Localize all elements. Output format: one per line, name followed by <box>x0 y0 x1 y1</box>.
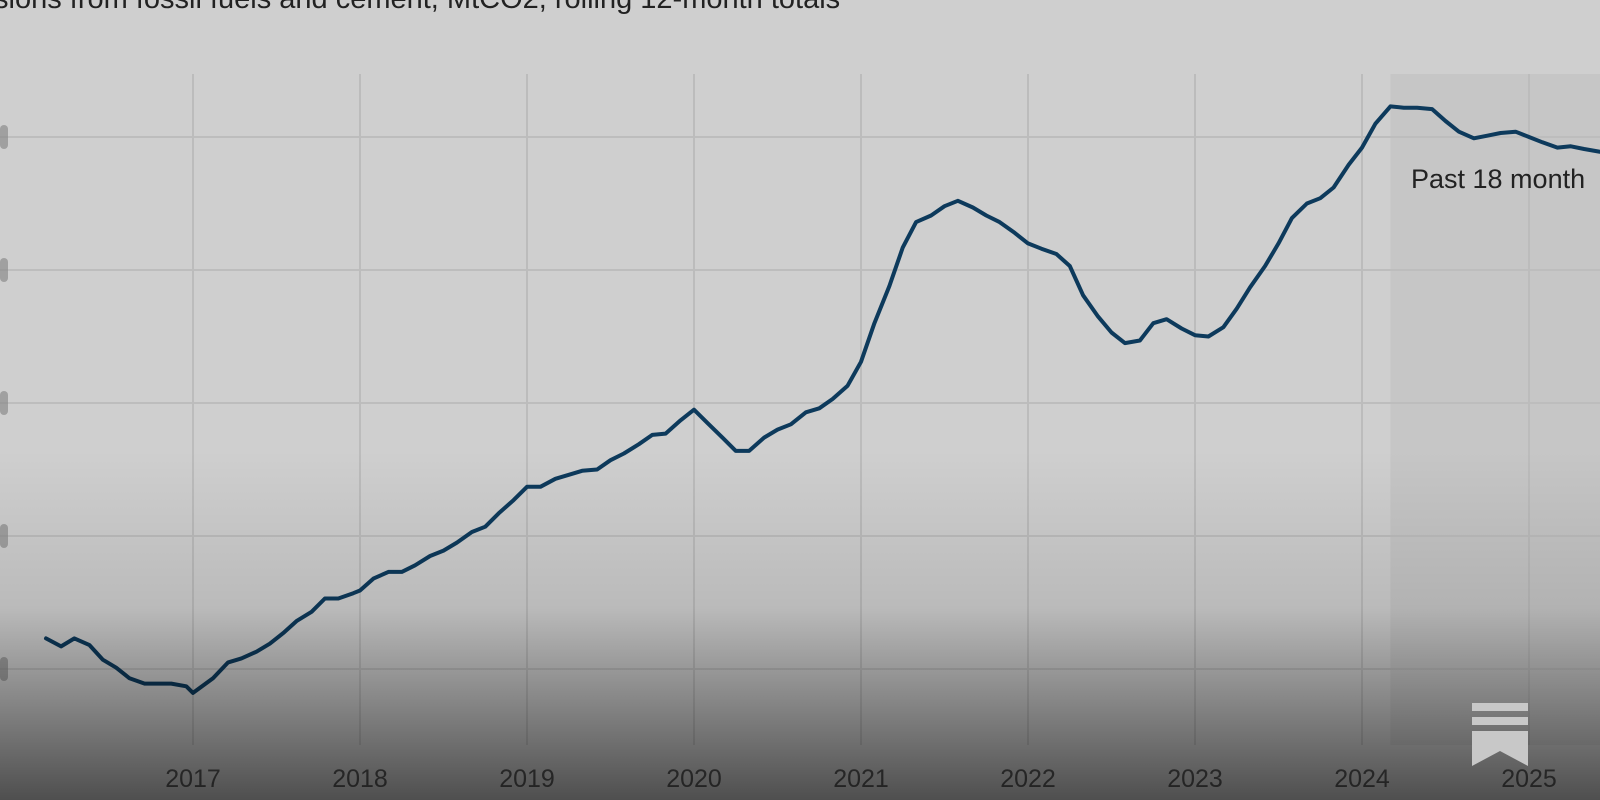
y-tick-label-fragment <box>0 125 8 149</box>
shaded-region-annotation: Past 18 month <box>1411 164 1585 194</box>
y-tick-label-fragment <box>0 391 8 415</box>
bookmark-logo-icon[interactable] <box>1472 703 1528 766</box>
y-tick-label-fragment <box>0 258 8 282</box>
chart-subtitle: sions from fossil fuels and cement, MtCO… <box>0 0 840 15</box>
bottom-fade-overlay <box>0 450 1600 800</box>
